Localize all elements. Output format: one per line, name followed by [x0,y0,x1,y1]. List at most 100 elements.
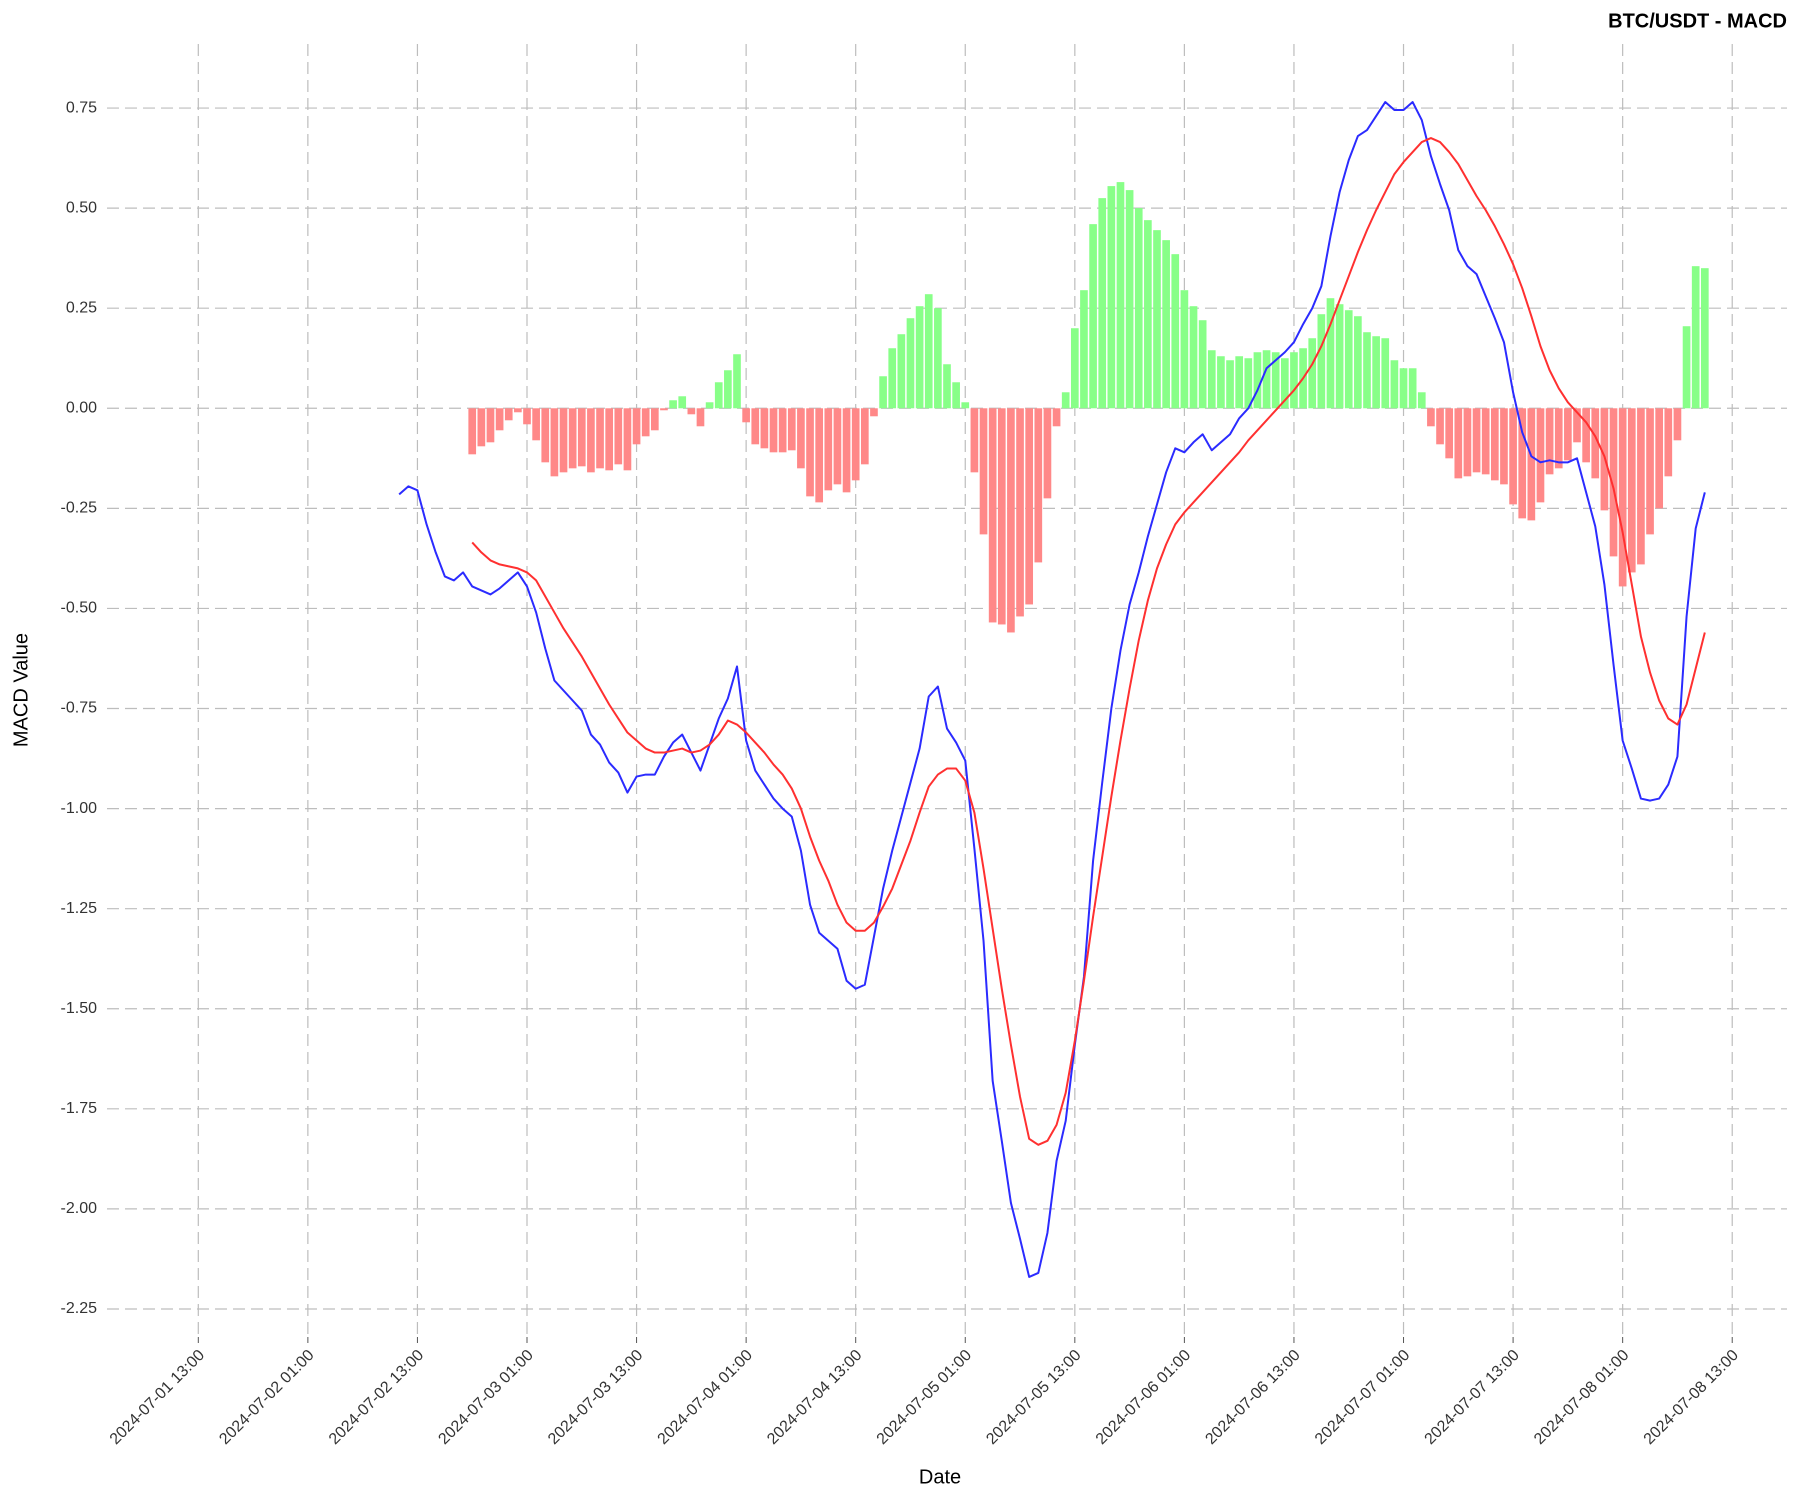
line-series [471,137,1706,1146]
histogram-bar [988,408,997,623]
histogram-bar [1573,408,1581,443]
histogram-bar [797,408,805,469]
x-tick-label: 2024-07-03 01:00 [435,1347,536,1448]
histogram-bar [587,408,595,473]
y-tick-label: -2.25 [61,1300,98,1317]
x-tick-label: 2024-07-08 13:00 [1641,1347,1742,1448]
histogram-bar [714,382,723,409]
chart-title: BTC/USDT - MACD [1608,10,1787,32]
histogram-bar [632,408,641,445]
histogram-bar [1244,358,1253,409]
y-tick-label: -1.00 [61,800,98,817]
histogram-bar [1445,408,1454,459]
histogram-bar [1344,310,1353,409]
histogram-bar [815,408,824,503]
histogram-bar [1637,408,1645,565]
histogram-bar [1326,298,1335,409]
histogram-bar [961,402,970,409]
histogram-bar [860,408,869,465]
histogram-bar [1372,336,1380,409]
histogram-bar [1162,240,1170,409]
histogram-bar [1399,368,1408,409]
histogram-bar [1070,328,1079,409]
histogram-bar [1454,408,1463,479]
y-tick-label: 0.50 [66,199,97,216]
histogram-bar [1536,408,1545,503]
histogram-bar [559,408,568,473]
y-tick-label: -1.75 [61,1100,98,1117]
x-tick-label: 2024-07-08 01:00 [1531,1347,1632,1448]
y-axis-label: MACD Value [10,633,32,747]
histogram-bar [504,408,513,421]
x-tick-label: 2024-07-05 13:00 [983,1347,1084,1448]
y-tick-label: 0.75 [66,99,97,116]
histogram-bar [486,408,495,443]
histogram-bar [1016,408,1024,617]
x-tick-label: 2024-07-02 13:00 [326,1347,427,1448]
histogram-bar [605,408,614,471]
histogram-bar [842,408,851,493]
histogram-bar [1664,408,1673,477]
histogram-bar [696,408,705,427]
histogram-bar [1280,358,1289,409]
histogram-bar [641,408,650,437]
line-series [398,101,1706,1278]
x-tick-label: 2024-07-05 01:00 [874,1347,975,1448]
histogram-bar [1144,220,1152,409]
histogram-bar [1545,408,1554,475]
histogram-bar [1235,356,1244,409]
histogram-bar [934,308,942,409]
x-tick-label: 2024-07-06 13:00 [1202,1347,1303,1448]
x-tick-label: 2024-07-01 13:00 [107,1347,208,1448]
histogram-bar [1700,268,1709,409]
histogram-bar [577,408,586,467]
x-tick-label: 2024-07-03 13:00 [545,1347,646,1448]
histogram-bar [769,408,778,453]
x-tick-label: 2024-07-06 01:00 [1093,1347,1194,1448]
histogram-bar [915,306,924,409]
histogram-bar [650,408,659,431]
histogram-bar [1052,408,1061,427]
x-tick-label: 2024-07-07 13:00 [1422,1347,1523,1448]
histogram-bar [596,408,604,469]
histogram-bar [1217,356,1225,409]
histogram-bar [1618,408,1627,587]
histogram-bar [1189,306,1198,409]
histogram-bar [468,408,477,455]
histogram-bar [787,408,796,451]
y-tick-label: 0.00 [66,400,97,417]
tick-labels: 0.75 0.50 0.25 0.00 -0.25 -0.50 -0.75 -1.00 -1.2… [61,99,1743,1448]
histogram-bar [1363,332,1371,409]
histogram-bar [1390,360,1399,409]
histogram-bar [943,364,951,409]
y-tick-label: -1.25 [61,900,98,917]
histogram-bar [495,408,504,431]
y-tick-label: -0.25 [61,500,98,517]
histogram-bar [1089,224,1097,409]
histogram-bar [760,408,769,449]
histogram-bar [1061,392,1070,409]
histogram-bar [1098,198,1107,409]
histogram-bar [477,408,486,447]
histogram-bar [1007,408,1015,633]
y-tick-label: -2.00 [61,1200,98,1217]
x-tick-label: 2024-07-04 01:00 [655,1347,756,1448]
histogram-bar [1134,208,1143,409]
x-tick-label: 2024-07-02 01:00 [216,1347,317,1448]
histogram-bar [897,334,906,409]
histogram-bar [778,408,787,453]
histogram-bar [1381,338,1390,409]
x-tick-label: 2024-07-04 13:00 [764,1347,865,1448]
histogram-bar [1290,352,1298,409]
histogram-bar [541,408,550,463]
x-tick-label: 2024-07-07 01:00 [1312,1347,1413,1448]
histogram-bar [1262,350,1271,409]
histogram-bar [660,408,668,411]
histogram-bar [733,354,741,409]
histogram-bar [1509,408,1517,505]
histogram-bar [1253,352,1262,409]
y-tick-label: -0.50 [61,600,98,617]
histogram-bar [1080,290,1088,409]
histogram-bar [523,408,531,425]
